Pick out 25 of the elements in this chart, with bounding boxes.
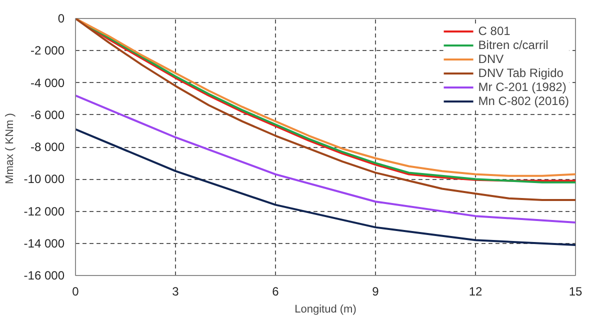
- x-tick-label: 0: [72, 284, 80, 298]
- y-tick-label: -12 000: [24, 204, 65, 218]
- y-axis-title: Mmax ( KNm ): [4, 113, 16, 184]
- line-series: [76, 128, 576, 246]
- x-tick-label: 12: [468, 284, 482, 298]
- x-tick-label: 9: [372, 284, 380, 298]
- y-tick-label: -14 000: [24, 236, 65, 250]
- legend-label: Mn C-802 (2016): [478, 94, 569, 108]
- legend-label: Mr C-201 (1982): [478, 80, 566, 94]
- legend-label: Bitren c/carril: [478, 38, 548, 52]
- legend-label: DNV: [478, 52, 504, 66]
- x-tick-label: 6: [272, 284, 280, 298]
- x-tick-label: 3: [172, 284, 180, 298]
- y-tick-label: -6 000: [30, 108, 65, 122]
- line-series: [76, 94, 576, 224]
- y-tick-label: -16 000: [24, 268, 65, 282]
- legend-label: DNV Tab Rigido: [478, 66, 564, 80]
- y-tick-label: -10 000: [24, 172, 65, 186]
- y-tick-label: -8 000: [30, 140, 65, 154]
- y-tick-label: -2 000: [30, 44, 65, 58]
- y-tick-label: 0: [58, 12, 65, 26]
- y-tick-label: -4 000: [30, 76, 65, 90]
- x-axis-title: Longitud (m): [294, 304, 356, 316]
- legend-label: C 801: [478, 24, 510, 38]
- x-tick-label: 15: [568, 284, 582, 298]
